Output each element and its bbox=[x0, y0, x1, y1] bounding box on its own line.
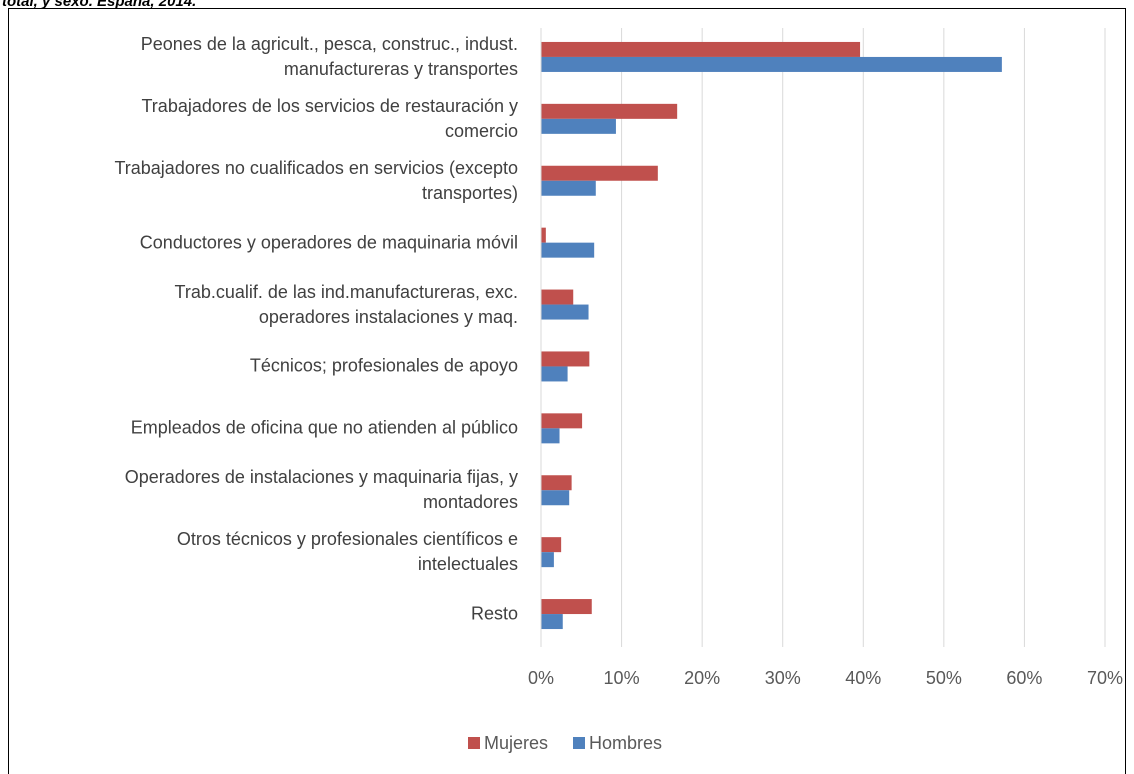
x-tick-label: 30% bbox=[765, 668, 801, 688]
x-tick-label: 20% bbox=[684, 668, 720, 688]
x-tick-label: 60% bbox=[1006, 668, 1042, 688]
bar bbox=[541, 304, 589, 320]
y-tick-label: Trabajadores no cualificados en servicio… bbox=[114, 157, 518, 203]
bar bbox=[541, 165, 658, 181]
legend-swatch bbox=[468, 737, 480, 749]
bar bbox=[541, 552, 554, 568]
bar bbox=[541, 289, 574, 305]
y-tick-label: Resto bbox=[470, 603, 518, 624]
bar bbox=[541, 242, 595, 258]
chart-title: total, y sexo. España, 2014. bbox=[2, 0, 196, 10]
y-tick-label: Técnicos; profesionales de apoyo bbox=[249, 355, 518, 376]
bar bbox=[541, 537, 562, 553]
bar bbox=[541, 599, 592, 615]
bar bbox=[541, 41, 861, 57]
x-tick-label: 40% bbox=[845, 668, 881, 688]
bar bbox=[541, 475, 572, 491]
legend-label: Hombres bbox=[589, 733, 662, 753]
legend-label: Mujeres bbox=[484, 733, 548, 753]
bar bbox=[541, 614, 563, 630]
x-tick-label: 0% bbox=[528, 668, 554, 688]
y-tick-label: Conductores y operadores de maquinaria m… bbox=[139, 232, 518, 253]
y-tick-label: Trab.cualif. de las ind.manufactureras, … bbox=[174, 281, 519, 327]
bar bbox=[541, 366, 568, 382]
x-tick-label: 70% bbox=[1087, 668, 1123, 688]
y-tick-label: Operadores de instalaciones y maquinaria… bbox=[124, 467, 518, 513]
y-tick-label: Otros técnicos y profesionales científic… bbox=[176, 529, 518, 575]
bar bbox=[541, 103, 678, 119]
y-tick-label: Empleados de oficina que no atienden al … bbox=[130, 417, 518, 438]
bar bbox=[541, 180, 596, 196]
y-tick-label: Trabajadores de los servicios de restaur… bbox=[141, 95, 518, 141]
legend-swatch bbox=[573, 737, 585, 749]
bar bbox=[541, 56, 1002, 72]
bar bbox=[541, 428, 560, 444]
chart-border bbox=[8, 8, 1126, 774]
x-tick-label: 50% bbox=[926, 668, 962, 688]
bar bbox=[541, 351, 590, 367]
bar bbox=[541, 227, 546, 243]
bar bbox=[541, 490, 570, 506]
bar bbox=[541, 413, 583, 429]
x-tick-label: 10% bbox=[604, 668, 640, 688]
bar bbox=[541, 118, 616, 134]
y-tick-label: Peones de la agricult., pesca, construc.… bbox=[140, 33, 518, 79]
